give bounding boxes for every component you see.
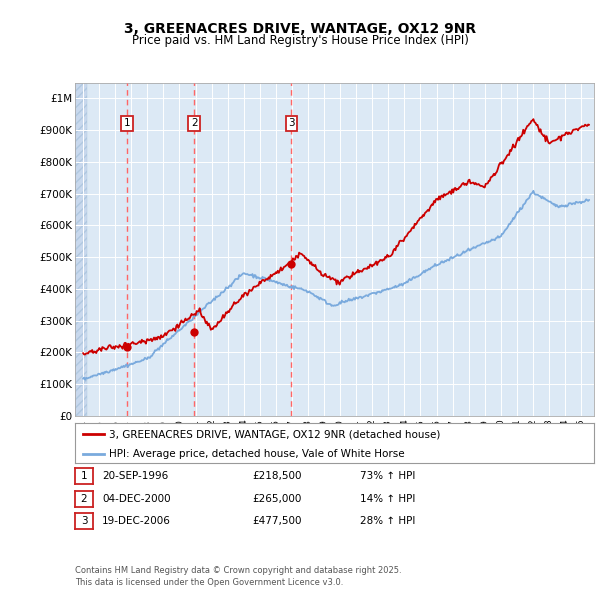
- Text: 20-SEP-1996: 20-SEP-1996: [102, 471, 168, 481]
- Text: £265,000: £265,000: [252, 494, 301, 503]
- Text: HPI: Average price, detached house, Vale of White Horse: HPI: Average price, detached house, Vale…: [109, 450, 404, 460]
- Text: 3: 3: [288, 118, 295, 128]
- Text: 2: 2: [80, 494, 88, 503]
- Text: Price paid vs. HM Land Registry's House Price Index (HPI): Price paid vs. HM Land Registry's House …: [131, 34, 469, 47]
- Text: £218,500: £218,500: [252, 471, 302, 481]
- Text: 3, GREENACRES DRIVE, WANTAGE, OX12 9NR (detached house): 3, GREENACRES DRIVE, WANTAGE, OX12 9NR (…: [109, 430, 440, 440]
- Text: 28% ↑ HPI: 28% ↑ HPI: [360, 516, 415, 526]
- Text: 1: 1: [124, 118, 130, 128]
- Text: 73% ↑ HPI: 73% ↑ HPI: [360, 471, 415, 481]
- Text: 1: 1: [80, 471, 88, 481]
- Text: 3: 3: [80, 516, 88, 526]
- Text: 19-DEC-2006: 19-DEC-2006: [102, 516, 171, 526]
- Text: 3, GREENACRES DRIVE, WANTAGE, OX12 9NR: 3, GREENACRES DRIVE, WANTAGE, OX12 9NR: [124, 22, 476, 37]
- Text: £477,500: £477,500: [252, 516, 302, 526]
- Text: 04-DEC-2000: 04-DEC-2000: [102, 494, 170, 503]
- Text: Contains HM Land Registry data © Crown copyright and database right 2025.
This d: Contains HM Land Registry data © Crown c…: [75, 566, 401, 587]
- Text: 14% ↑ HPI: 14% ↑ HPI: [360, 494, 415, 503]
- Text: 2: 2: [191, 118, 197, 128]
